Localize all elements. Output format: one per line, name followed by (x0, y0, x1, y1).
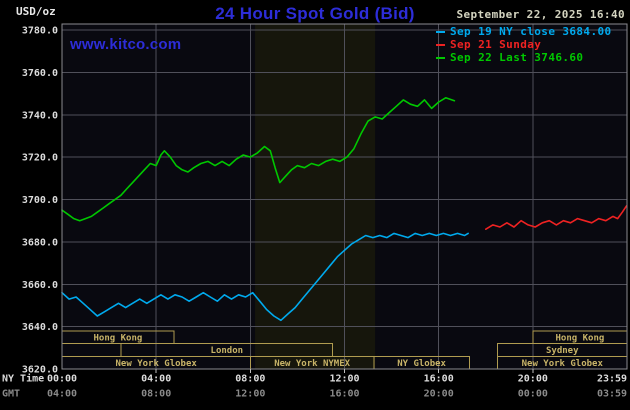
x-tick-label-gmt: 08:00 (141, 389, 171, 400)
y-tick-label: 3680.0 (22, 237, 58, 248)
session-label: NY Globex (397, 359, 446, 369)
y-tick-label: 3700.0 (22, 195, 58, 206)
y-tick-label: 3760.0 (22, 68, 58, 79)
price-series-sep-22 (61, 97, 456, 222)
x-axis-labels-ny: 00:00 04:00 08:00 12:00 16:00 20:00 23:59 (47, 374, 627, 385)
price-series-sep-19-ny-close (61, 232, 469, 322)
x-tick-label-gmt: 20:00 (424, 389, 454, 400)
y-tick-label: 3780.0 (22, 26, 58, 37)
legend-item-1: Sep 21 Sunday (436, 38, 612, 51)
legend-item-0: Sep 19 NY close 3684.00 (436, 25, 612, 38)
unit-label: USD/oz (16, 5, 56, 18)
session-label: New York Globex (116, 359, 198, 369)
page-title: 24 Hour Spot Gold (Bid) (215, 4, 415, 23)
y-tick-label: 3720.0 (22, 153, 58, 164)
legend-label: Sep 19 NY close 3684.00 (450, 25, 612, 38)
session-label: Hong Kong (94, 334, 143, 344)
nymex-session-band (255, 24, 376, 369)
x-axis-labels-gmt: 04:00 08:00 12:00 16:00 20:00 00:00 03:59 (47, 389, 627, 400)
gridlines (62, 24, 627, 369)
y-tick-label: 3640.0 (22, 322, 58, 333)
session-label: New York NYMEX (274, 359, 350, 369)
session-label: Sydney (546, 346, 579, 356)
x-tick-label-gmt: 16:00 (329, 389, 359, 400)
x-tick-label-ny: 16:00 (424, 374, 454, 385)
x-tick-label-gmt: 03:59 (597, 389, 627, 400)
x-tick-label-ny: 00:00 (47, 374, 77, 385)
legend-dash-icon (436, 30, 445, 33)
legend: Sep 19 NY close 3684.00 Sep 21 Sunday Sep … (436, 25, 612, 64)
legend-label: Sep 21 Sunday (450, 38, 542, 51)
price-series-sep-21-sunday (484, 205, 628, 230)
x-tick-label-gmt: 12:00 (235, 389, 265, 400)
y-tick-label: 3620.0 (22, 365, 58, 376)
legend-label: Sep 22 Last 3746.60 (450, 51, 584, 64)
legend-item-2: Sep 22 Last 3746.60 (436, 51, 612, 64)
ny-time-axis-label: NY Time (2, 373, 44, 385)
legend-dash-icon (436, 43, 445, 46)
x-tick-label-ny: 20:00 (518, 374, 548, 385)
x-tick-label-ny: 12:00 (329, 374, 359, 385)
legend-dash-icon (436, 56, 445, 59)
y-tick-label: 3660.0 (22, 280, 58, 291)
x-tick-label-gmt: 00:00 (518, 389, 548, 400)
kitco-watermark-link[interactable]: www.kitco.com (70, 36, 182, 53)
session-label: New York Globex (522, 359, 604, 369)
session-label: Hong Kong (556, 334, 605, 344)
session-label: London (211, 346, 244, 356)
gmt-axis-label: GMT (2, 389, 20, 400)
x-axis-ticks (155, 369, 534, 373)
x-tick-label-ny: 08:00 (235, 374, 265, 385)
datetime-label: September 22, 2025 16:40 (456, 8, 625, 21)
y-axis-labels: 3780.0 3760.0 3740.0 3720.0 3700.0 3680.0 3660… (22, 26, 58, 376)
x-tick-label-ny: 04:00 (141, 374, 171, 385)
y-tick-label: 3740.0 (22, 110, 58, 121)
x-tick-label-gmt: 04:00 (47, 389, 77, 400)
x-tick-label-ny: 23:59 (597, 374, 627, 385)
